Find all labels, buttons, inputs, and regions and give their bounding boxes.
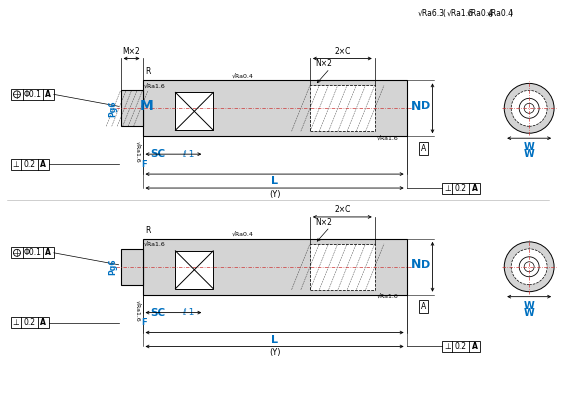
Text: ): )	[510, 9, 512, 18]
Text: L: L	[271, 176, 278, 186]
Bar	[175, 92, 213, 130]
Text: 0.2: 0.2	[23, 318, 35, 327]
Bar	[142, 239, 406, 295]
Text: (Y): (Y)	[269, 349, 280, 357]
Text: √Ra0.4: √Ra0.4	[466, 9, 493, 18]
Text: √Ra1.6: √Ra1.6	[377, 135, 398, 140]
Text: ℓ 1: ℓ 1	[182, 150, 195, 159]
Text: 0.2: 0.2	[455, 342, 467, 351]
Circle shape	[511, 90, 547, 126]
Text: 2×C: 2×C	[334, 47, 350, 55]
Circle shape	[524, 103, 534, 113]
Text: ⊥: ⊥	[444, 183, 451, 193]
Text: √Ra0.4: √Ra0.4	[232, 73, 254, 78]
Text: N×2: N×2	[315, 59, 332, 68]
Text: W: W	[524, 142, 534, 152]
Bar	[120, 249, 142, 285]
Text: L: L	[271, 335, 278, 345]
Bar	[120, 90, 142, 126]
Text: N: N	[411, 258, 421, 271]
Text: SC: SC	[151, 149, 166, 159]
Bar	[442, 183, 481, 193]
Text: ⊥: ⊥	[13, 318, 19, 327]
Text: Pg6: Pg6	[108, 100, 117, 117]
Text: W: W	[524, 149, 534, 159]
Text: √Ra1.6: √Ra1.6	[377, 294, 398, 299]
Bar	[310, 86, 375, 131]
Text: Pg6: Pg6	[108, 259, 117, 275]
Text: √Ra0.4: √Ra0.4	[232, 232, 254, 237]
Circle shape	[511, 249, 547, 285]
Text: A: A	[45, 90, 52, 99]
Text: Φ0.1: Φ0.1	[24, 248, 42, 258]
Text: ⊥: ⊥	[444, 342, 451, 351]
Bar	[11, 247, 54, 258]
Text: A: A	[45, 248, 52, 258]
Text: R: R	[145, 226, 151, 235]
Text: 0.2: 0.2	[455, 183, 467, 193]
Text: (: (	[442, 9, 445, 18]
Text: M: M	[140, 100, 153, 113]
Bar	[11, 89, 54, 100]
Text: Φ0.1: Φ0.1	[24, 90, 42, 99]
Text: 6: 6	[488, 13, 492, 18]
Text: √Ra1.6: √Ra1.6	[446, 9, 473, 18]
Text: ℓ 1: ℓ 1	[182, 308, 195, 317]
Circle shape	[519, 257, 539, 277]
Bar	[11, 159, 49, 170]
Bar	[142, 80, 406, 136]
Circle shape	[519, 98, 539, 118]
Text: √Ra1.6: √Ra1.6	[135, 300, 141, 322]
Text: A: A	[421, 144, 426, 153]
Text: √Ra1.6: √Ra1.6	[144, 242, 165, 247]
Text: A: A	[472, 342, 478, 351]
Text: √Ra0.4: √Ra0.4	[486, 9, 514, 18]
Text: A: A	[41, 160, 46, 169]
Bar	[310, 244, 375, 290]
Text: W: W	[524, 300, 534, 311]
Bar	[175, 251, 213, 289]
Text: D: D	[420, 260, 430, 270]
Text: √Ra1.6: √Ra1.6	[135, 141, 141, 163]
Text: √Ra6.3: √Ra6.3	[417, 9, 445, 18]
Text: A: A	[41, 318, 46, 327]
Text: SC: SC	[151, 308, 166, 318]
Text: D: D	[420, 101, 430, 111]
Text: √Ra1.6: √Ra1.6	[144, 83, 165, 88]
Text: ⊥: ⊥	[13, 160, 19, 169]
Text: W: W	[524, 308, 534, 318]
Bar	[11, 317, 49, 328]
Text: N: N	[411, 100, 421, 113]
Text: A: A	[421, 302, 426, 311]
Bar	[442, 341, 481, 352]
Text: A: A	[472, 183, 478, 193]
Circle shape	[524, 262, 534, 272]
Text: 0.2: 0.2	[23, 160, 35, 169]
Text: R: R	[145, 67, 151, 76]
Text: F: F	[142, 318, 147, 327]
Text: 2×C: 2×C	[334, 205, 350, 214]
Text: N×2: N×2	[315, 218, 332, 227]
Text: M×2: M×2	[123, 47, 141, 55]
Text: (Y): (Y)	[269, 190, 280, 199]
Circle shape	[504, 84, 554, 133]
Circle shape	[504, 242, 554, 292]
Text: F: F	[142, 160, 147, 169]
